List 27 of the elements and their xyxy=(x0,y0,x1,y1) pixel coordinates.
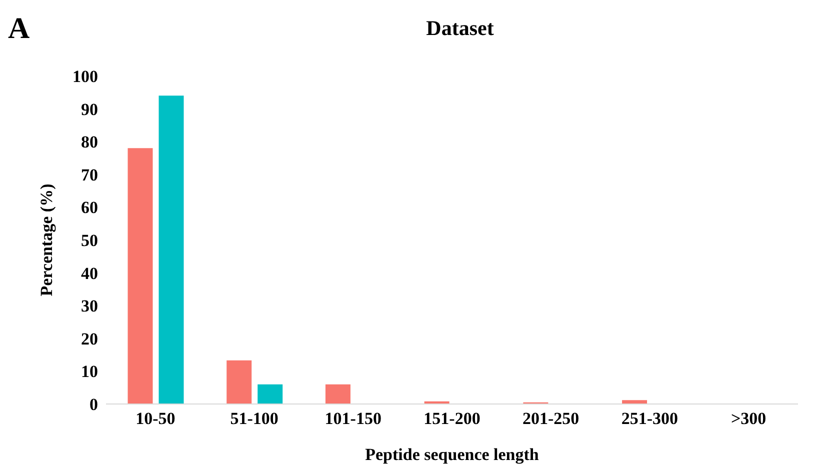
y-tick-label: 70 xyxy=(81,165,98,184)
bar xyxy=(158,96,184,404)
y-tick-label: 10 xyxy=(81,362,98,382)
y-tick-label: 80 xyxy=(81,132,98,152)
x-tick-label: >300 xyxy=(730,409,766,428)
bar xyxy=(258,384,283,404)
y-tick-label: 90 xyxy=(81,100,98,119)
bar xyxy=(325,384,350,404)
y-tick-label: 100 xyxy=(72,67,98,86)
x-tick-label: 10-50 xyxy=(136,409,176,428)
x-tick-label: 101-150 xyxy=(324,409,382,428)
chart-title: Dataset xyxy=(425,16,495,41)
y-tick-label: 50 xyxy=(81,231,98,250)
y-tick-label: 0 xyxy=(90,395,98,414)
y-tick-label: 40 xyxy=(81,264,98,283)
x-tick-label: 51-100 xyxy=(230,409,278,428)
text: A xyxy=(8,12,30,46)
x-tick-label: 151-200 xyxy=(424,409,480,428)
y-tick-label: 60 xyxy=(81,198,98,218)
y-axis-title: Percentage (%) xyxy=(37,184,56,296)
bar xyxy=(128,148,153,404)
y-tick-label: 30 xyxy=(81,296,98,316)
x-tick-label: 201-250 xyxy=(522,409,580,428)
bar xyxy=(226,360,252,404)
x-tick-label: 251-300 xyxy=(621,409,678,428)
y-tick-label: 20 xyxy=(81,329,98,348)
x-axis-title: Peptide sequence length xyxy=(365,445,540,464)
